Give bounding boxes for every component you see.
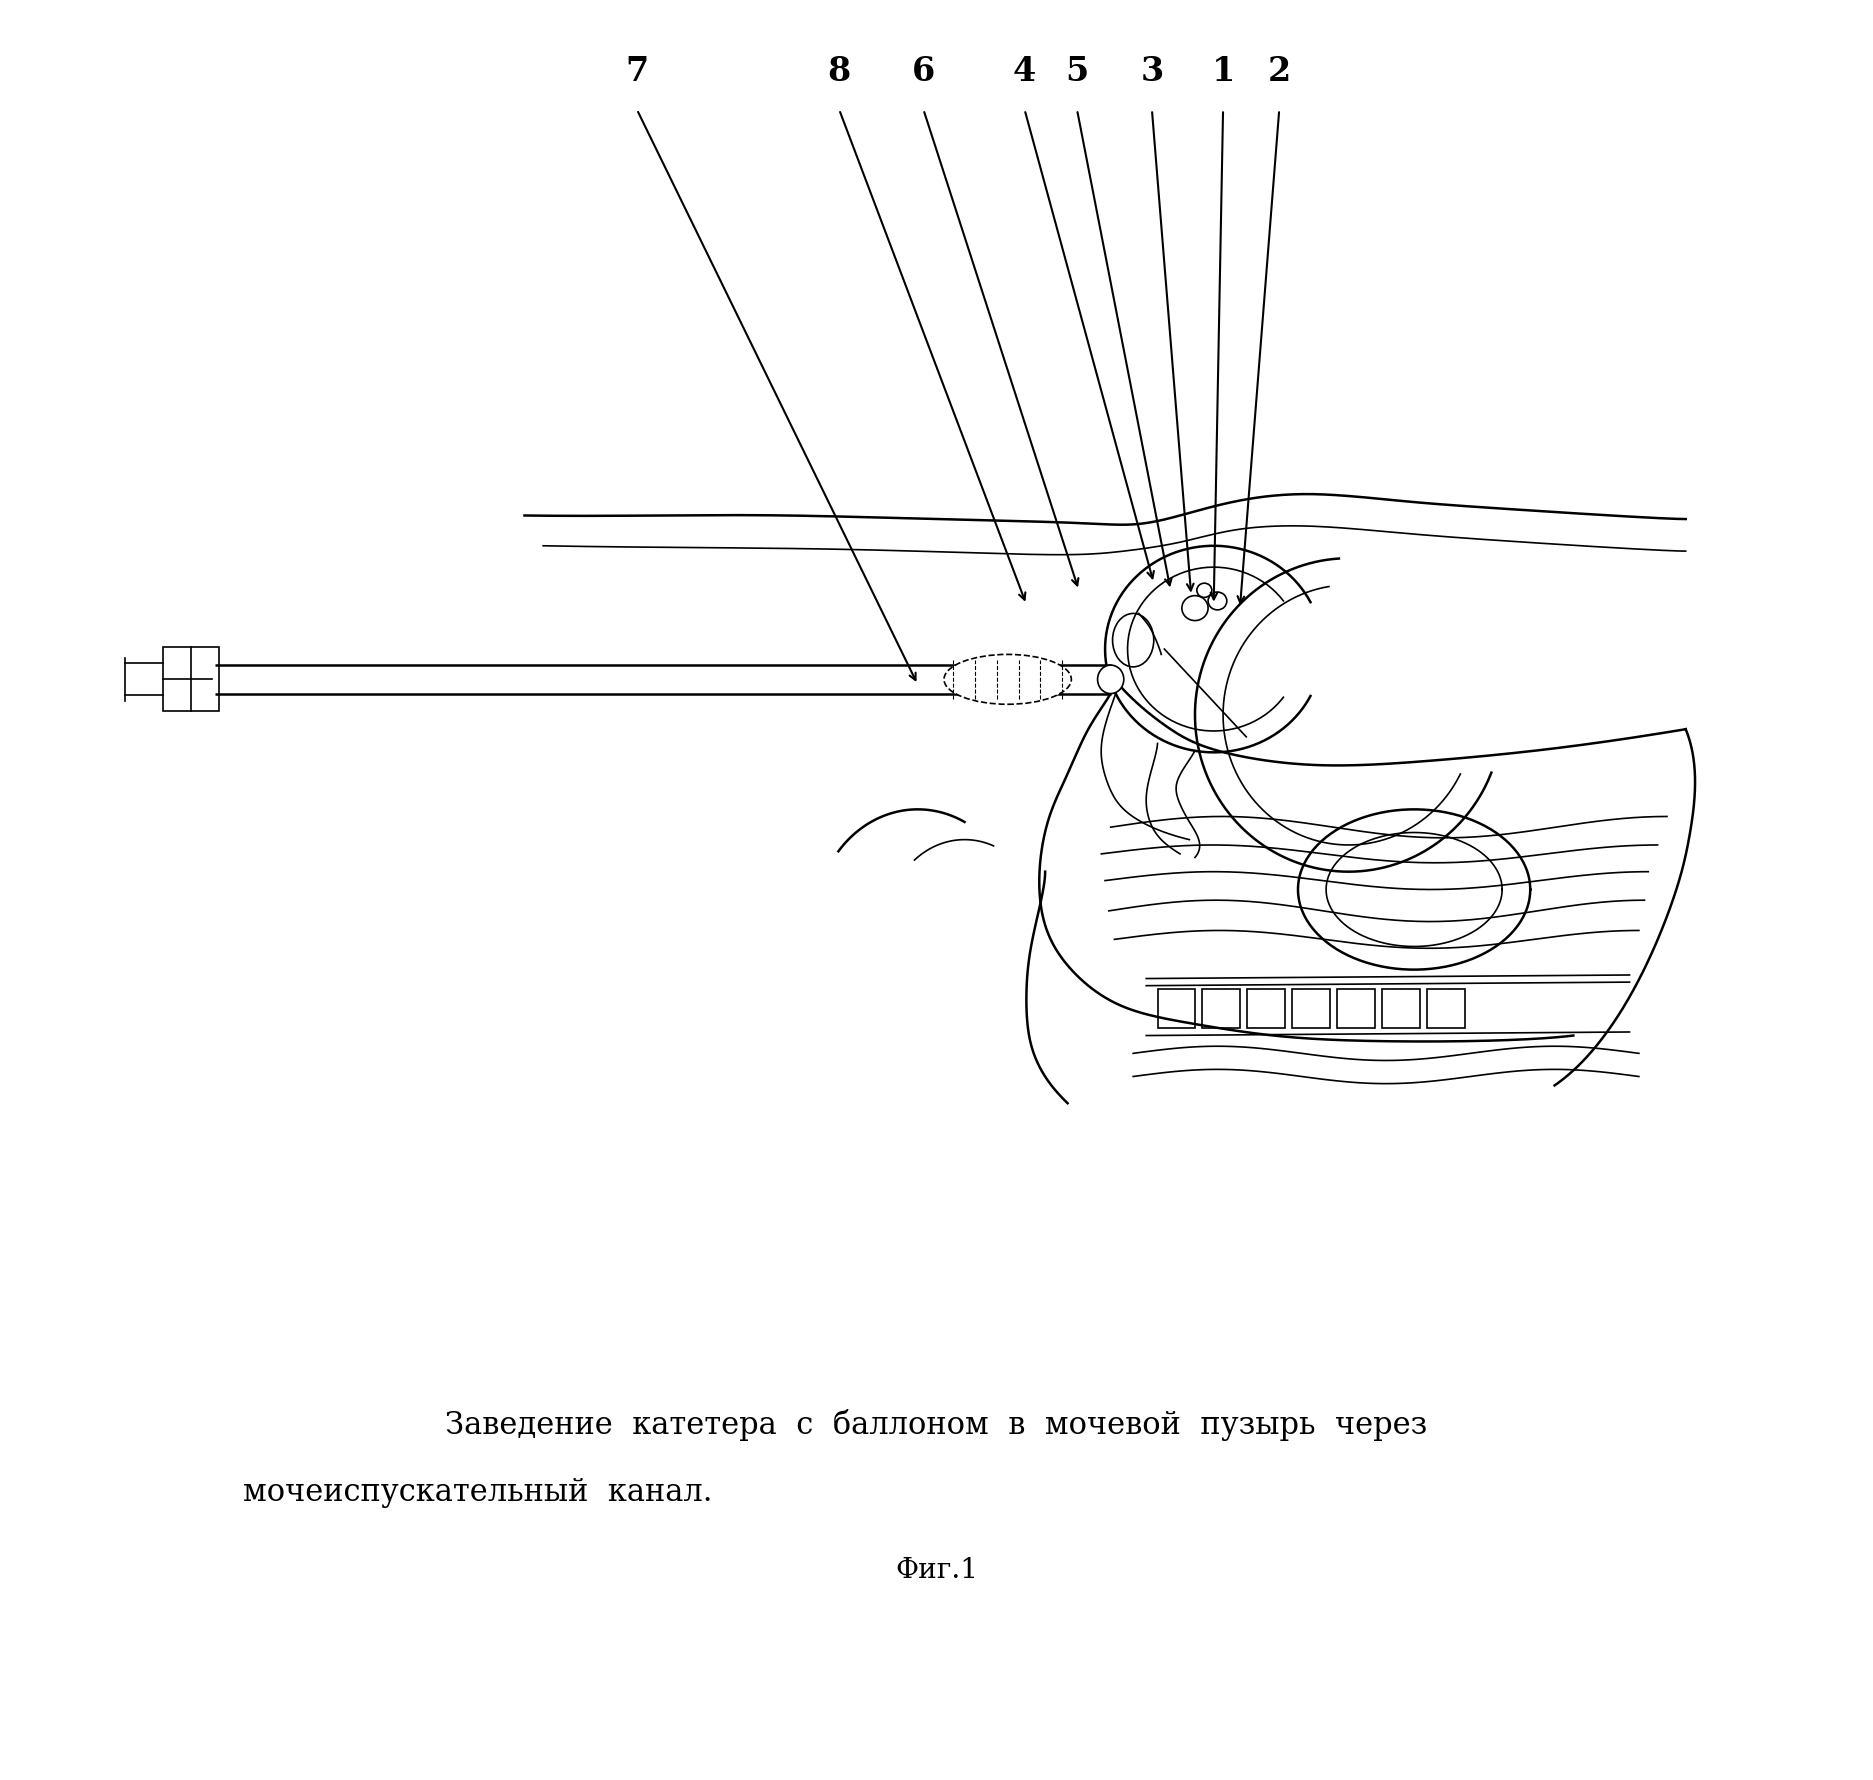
Text: 3: 3	[1141, 55, 1163, 87]
Bar	[163, 648, 219, 712]
Ellipse shape	[944, 655, 1071, 705]
Bar	[1202, 990, 1240, 1029]
Ellipse shape	[1098, 666, 1124, 694]
Text: Фиг.1: Фиг.1	[895, 1556, 978, 1584]
Text: Заведение  катетера  с  баллоном  в  мочевой  пузырь  через: Заведение катетера с баллоном в мочевой …	[446, 1408, 1427, 1440]
Text: 5: 5	[1066, 55, 1088, 87]
Text: 6: 6	[912, 55, 935, 87]
Bar	[1337, 990, 1375, 1029]
Text: 8: 8	[828, 55, 850, 87]
Text: 4: 4	[1013, 55, 1036, 87]
Bar	[1292, 990, 1330, 1029]
Bar	[1158, 990, 1195, 1029]
Bar	[1427, 990, 1465, 1029]
Text: 7: 7	[626, 55, 648, 87]
Bar	[1247, 990, 1285, 1029]
Text: 1: 1	[1212, 55, 1234, 87]
Text: мочеиспускательный  канал.: мочеиспускательный канал.	[243, 1476, 712, 1508]
Bar	[1382, 990, 1420, 1029]
Text: 2: 2	[1268, 55, 1290, 87]
